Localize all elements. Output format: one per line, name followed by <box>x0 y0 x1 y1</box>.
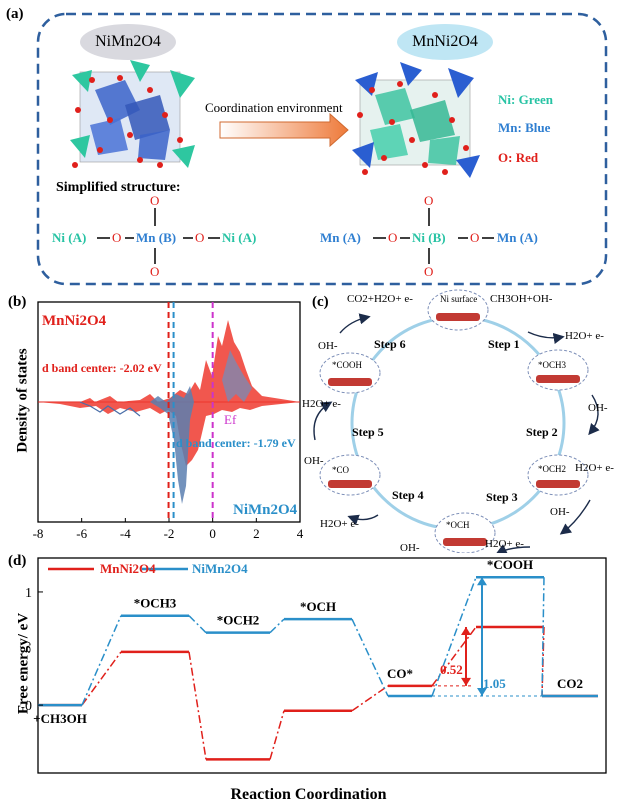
species-s5-out: H2O+ e- <box>302 398 341 410</box>
species-s5-in: OH- <box>304 455 324 467</box>
energy-connector-1-4 <box>431 576 477 697</box>
cycle-diagram <box>313 289 600 553</box>
dos-red-area <box>38 320 300 466</box>
nimn2o4-title: NiMn2O4 <box>95 33 161 50</box>
cycle-int-ni-surface: Ni surface <box>440 294 478 304</box>
energy-connector-0-0 <box>81 651 122 706</box>
left-formula-a: Ni (A) <box>52 230 87 245</box>
species-top-right: CH3OH+OH- <box>490 293 553 305</box>
energy-category-label: CO* <box>387 666 413 681</box>
cycle-step-4: Step 4 <box>392 488 424 502</box>
coordination-arrow <box>219 112 349 148</box>
energy-annot-red: 0.52 <box>440 662 463 677</box>
species-s6-in: OH- <box>318 340 338 352</box>
right-formula-top-o: O <box>424 193 434 208</box>
legend-o: O: Red <box>498 150 539 165</box>
legend-mn: Mn: Blue <box>498 120 551 135</box>
energy-connector-1-2 <box>269 618 285 634</box>
left-formula-o2: O <box>195 230 205 245</box>
dos-xtick-label: -2 <box>164 526 175 541</box>
panel-b-label: (b) <box>8 294 27 310</box>
species-s3-in: OH- <box>550 506 570 518</box>
cycle-int-och: *OCH <box>446 520 470 530</box>
cycle-int-och2: *OCH2 <box>538 464 567 474</box>
panel-a-label: (a) <box>6 6 24 22</box>
species-s4-in: OH- <box>400 542 420 554</box>
species-top-left: CO2+H2O+ e- <box>347 293 413 305</box>
dos-xtick-label: -4 <box>120 526 131 541</box>
right-formula-bottom-o: O <box>424 264 434 279</box>
energy-category-label: *OCH <box>300 599 336 614</box>
dos-top-compound: MnNi2O4 <box>42 313 107 329</box>
energy-connector-1-0 <box>81 615 122 706</box>
cycle-step-5: Step 5 <box>352 425 384 439</box>
right-formula-o1: O <box>388 230 398 245</box>
species-s2-out: H2O+ e- <box>575 462 614 474</box>
energy-xlabel: Reaction Coordination <box>230 786 387 803</box>
dos-xtick-label: -6 <box>76 526 87 541</box>
dos-blue-area <box>150 386 194 504</box>
energy-connector-1-5 <box>541 577 545 697</box>
left-formula-c: Ni (A) <box>222 230 257 245</box>
energy-legend-red: MnNi2O4 <box>100 561 156 576</box>
energy-category-label: *OCH2 <box>217 613 260 628</box>
cycle-step-6: Step 6 <box>374 337 406 351</box>
dos-xtick-label: 4 <box>297 526 304 541</box>
dos-bottom-compound: NiMn2O4 <box>233 502 298 518</box>
energy-category-label: *OCH3 <box>134 596 177 611</box>
panel-a <box>36 12 608 286</box>
cycle-step-1: Step 1 <box>488 337 520 351</box>
dos-fermi-label: Ef <box>224 412 237 427</box>
dos-xtick-label: -8 <box>33 526 44 541</box>
mnni2o4-crystal <box>352 62 480 178</box>
dos-chart: -8 -6 -4 -2 0 2 4 <box>33 301 304 541</box>
right-formula-o2: O <box>470 230 480 245</box>
cycle-int-co: *CO <box>332 465 350 475</box>
species-s1-out: H2O+ e- <box>565 330 604 342</box>
energy-connector-0-3 <box>351 685 389 712</box>
energy-category-label: CO2 <box>557 676 583 691</box>
left-formula-top-o: O <box>150 193 160 208</box>
right-formula-c: Mn (A) <box>497 230 538 245</box>
mnni2o4-title: MnNi2O4 <box>412 33 478 50</box>
cycle-step-3: Step 3 <box>486 490 518 504</box>
energy-category-label: *COOH <box>487 557 533 572</box>
left-formula-o1: O <box>112 230 122 245</box>
energy-connector-0-2 <box>269 710 285 760</box>
dos-xtick-label: 0 <box>209 526 216 541</box>
species-s4-out: H2O+ e- <box>320 518 359 530</box>
legend-ni: Ni: Green <box>498 92 553 107</box>
dos-blue-center: d band center: -1.79 eV <box>176 436 296 450</box>
cycle-step-2: Step 2 <box>526 425 558 439</box>
panel-d-label: (d) <box>8 553 27 569</box>
panel-c-label: (c) <box>312 294 329 310</box>
energy-connector-1-1 <box>188 615 207 634</box>
energy-chart: +CH3OH *OCH3 *OCH2 *OCH CO* *COOH CO2 0 1 <box>25 557 607 774</box>
nimn2o4-crystal <box>70 60 195 168</box>
cycle-int-cooh: *COOH <box>332 360 363 370</box>
energy-ytick-label: 1 <box>25 586 32 601</box>
simplified-structure-title: Simplified structure: <box>56 180 181 195</box>
energy-legend-blue: NiMn2O4 <box>192 561 248 576</box>
species-s3-out: H2O+ e- <box>485 538 524 550</box>
left-formula-b: Mn (B) <box>136 230 177 245</box>
dos-red-center: d band center: -2.02 eV <box>42 361 162 375</box>
coordination-label: Coordination environment <box>205 100 343 115</box>
cycle-int-och3: *OCH3 <box>538 360 567 370</box>
right-formula-b: Ni (B) <box>412 230 446 245</box>
dos-blue-area-2 <box>222 350 252 402</box>
species-s2-in: OH- <box>588 402 608 414</box>
energy-annot-blue: 1.05 <box>483 676 506 691</box>
energy-connector-1-3 <box>351 618 389 697</box>
right-formula-a: Mn (A) <box>320 230 361 245</box>
energy-ytick-label: 0 <box>25 699 32 714</box>
energy-connector-0-1 <box>188 651 207 760</box>
dos-xtick-label: 2 <box>253 526 260 541</box>
energy-category-label: +CH3OH <box>33 711 87 726</box>
left-formula-bottom-o: O <box>150 264 160 279</box>
